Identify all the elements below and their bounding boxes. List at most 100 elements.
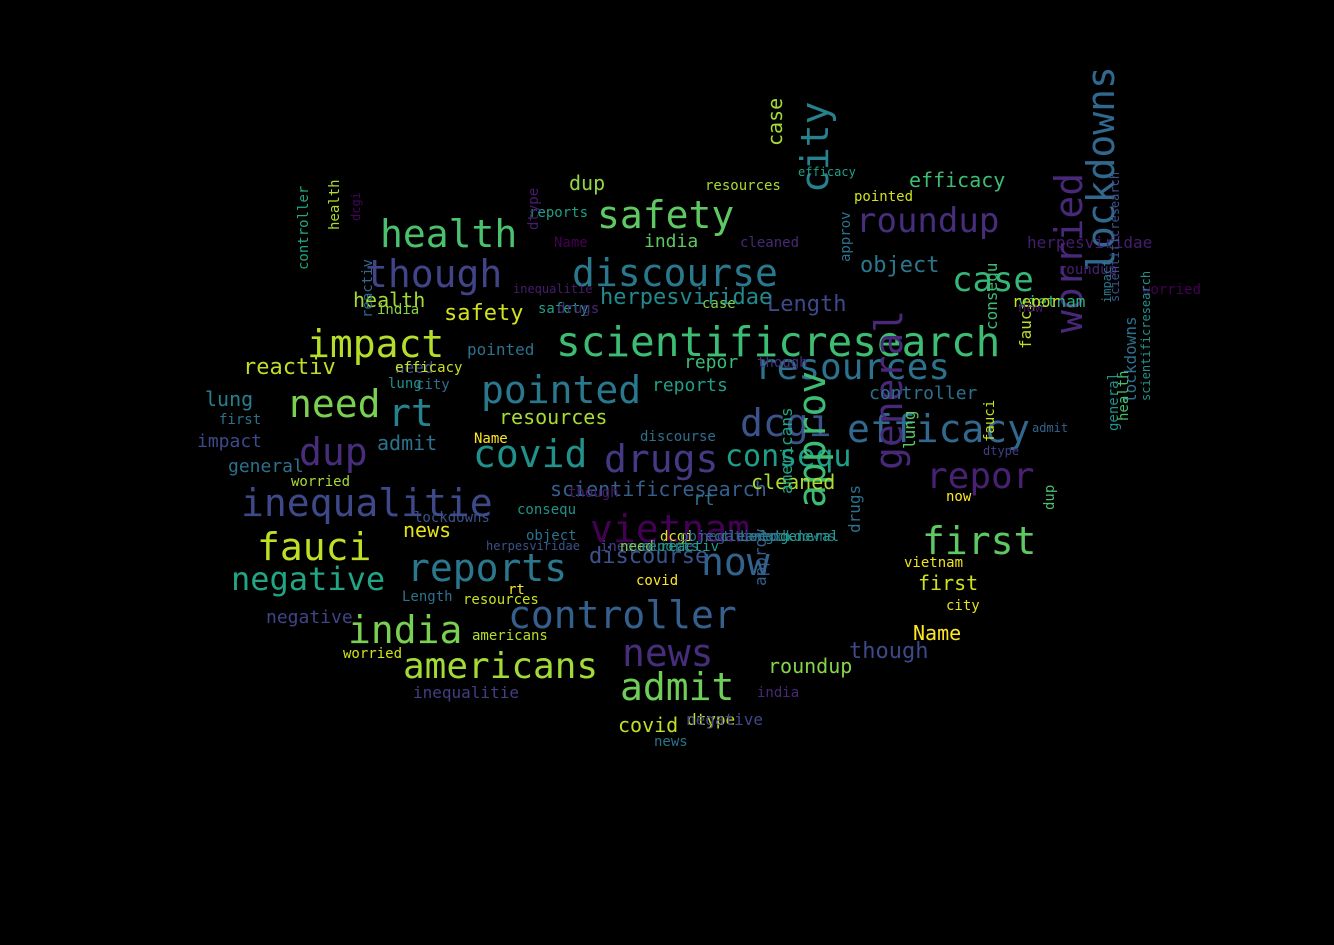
cloud-word: health: [1116, 370, 1132, 421]
cloud-word: worried: [343, 646, 403, 662]
cloud-word: repor: [684, 352, 739, 373]
cloud-word: roundup: [768, 654, 853, 678]
cloud-word: drugs: [845, 484, 864, 533]
cloud-word: negative: [266, 607, 353, 628]
cloud-word: object: [860, 253, 940, 278]
cloud-word: dcgi: [740, 401, 832, 445]
cloud-word: efficacy: [847, 407, 1031, 451]
cloud-word: Name: [474, 431, 508, 447]
cloud-word: discourse: [589, 544, 709, 569]
cloud-word: covid: [636, 573, 679, 589]
cloud-word: case: [763, 97, 787, 146]
cloud-word: consequ: [517, 502, 577, 518]
cloud-word: repor: [1012, 292, 1061, 311]
cloud-word: discourse: [640, 429, 716, 445]
cloud-word: case: [952, 260, 1034, 300]
cloud-word: though: [849, 639, 929, 664]
cloud-word: dup: [299, 430, 368, 474]
cloud-word: general: [228, 456, 304, 477]
cloud-word: inequalitie: [513, 282, 593, 296]
cloud-word: scientificresearch: [556, 318, 1001, 366]
cloud-word: drugs: [557, 301, 600, 317]
cloud-word: negative: [231, 560, 386, 598]
cloud-word: covid: [618, 713, 679, 737]
cloud-word: lung: [205, 387, 254, 411]
cloud-word: repor: [926, 456, 1035, 497]
cloud-word: dup: [1042, 484, 1058, 510]
cloud-word: inequalitie: [241, 481, 493, 525]
cloud-word: city: [416, 377, 450, 393]
cloud-word: controller: [869, 383, 978, 404]
cloud-word: now: [946, 489, 972, 505]
cloud-word: Length: [740, 529, 791, 545]
cloud-word: cleaned: [720, 529, 780, 545]
cloud-word: city: [793, 101, 837, 193]
cloud-word: reports: [652, 375, 728, 396]
cloud-word: need: [620, 539, 654, 555]
cloud-word: impact: [307, 322, 445, 366]
cloud-word: admit: [620, 665, 735, 709]
cloud-word: dtype: [983, 444, 1020, 458]
cloud-word: covid: [473, 432, 588, 476]
cloud-word: lockdowns: [760, 529, 836, 545]
cloud-word: inequalitie: [600, 539, 693, 555]
cloud-word: pointed: [467, 340, 535, 359]
cloud-word: india: [757, 685, 800, 701]
cloud-word: worried: [291, 474, 351, 490]
cloud-word: dcgi: [660, 529, 694, 545]
cloud-word: discourse: [572, 251, 778, 295]
cloud-word: first: [219, 412, 262, 428]
cloud-word: object: [526, 528, 577, 544]
cloud-word: news: [654, 734, 688, 750]
cloud-word: news: [403, 518, 452, 542]
cloud-word: health: [353, 288, 426, 312]
cloud-word: roundup: [856, 201, 1000, 241]
cloud-word: lung: [388, 376, 422, 392]
cloud-word: case: [702, 296, 736, 312]
cloud-word: object: [680, 529, 731, 545]
cloud-word: though: [568, 485, 619, 501]
cloud-word: Name: [913, 621, 962, 645]
cloud-word: drugs: [604, 437, 719, 481]
cloud-word: cleaned: [740, 235, 800, 251]
cloud-word: vietnam: [1018, 292, 1086, 311]
cloud-word: dtype: [526, 187, 542, 230]
cloud-word: vietnam: [590, 507, 751, 551]
cloud-word: resources: [499, 405, 608, 429]
cloud-word: herpesviridae: [1027, 233, 1153, 252]
cloud-word: though: [365, 252, 503, 296]
cloud-word: reactiv: [360, 258, 376, 318]
cloud-word: india: [644, 231, 699, 252]
cloud-word: reactiv: [660, 539, 720, 555]
cloud-word: fauci: [982, 399, 998, 442]
cloud-word: dup: [569, 171, 606, 195]
cloud-word: admit: [377, 431, 438, 455]
cloud-word: inequalitie: [413, 683, 519, 702]
cloud-word: americans: [403, 646, 599, 687]
cloud-word: reports: [529, 205, 589, 221]
cloud-word: rt: [693, 489, 715, 510]
cloud-word: now: [1018, 300, 1044, 316]
cloud-word: city: [946, 598, 980, 614]
cloud-word: efficacy: [395, 360, 463, 376]
cloud-word: resources: [463, 592, 539, 608]
cloud-word: americans: [777, 407, 796, 494]
cloud-word: controller: [296, 185, 312, 270]
cloud-word: Name: [554, 235, 588, 251]
cloud-word: Length: [767, 292, 847, 317]
cloud-word: scientificresearch: [1108, 171, 1122, 302]
cloud-word: efficacy: [909, 168, 1006, 192]
cloud-word: safety: [538, 301, 589, 317]
cloud-word: negative: [686, 710, 764, 729]
cloud-word: lung: [900, 410, 919, 449]
cloud-word: herpesviridae: [600, 285, 773, 310]
cloud-word: fauci: [257, 525, 372, 569]
cloud-word: worried: [1142, 282, 1202, 298]
cloud-word: Length: [402, 589, 453, 605]
cloud-word: impact: [197, 431, 263, 452]
cloud-word: india: [348, 608, 463, 652]
cloud-word: negative: [700, 529, 768, 545]
cloud-word: lockdowns: [414, 510, 490, 526]
cloud-word: pointed: [854, 189, 914, 205]
